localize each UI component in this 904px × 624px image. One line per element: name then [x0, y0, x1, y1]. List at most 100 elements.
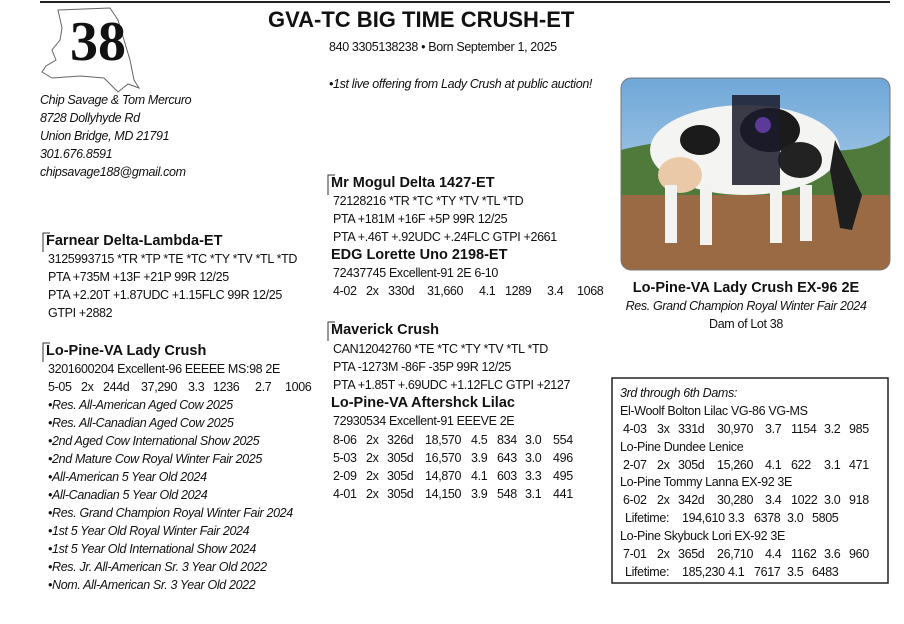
brackets	[42, 174, 335, 362]
record-field: 6-02	[623, 493, 647, 507]
record-field: 18,570	[425, 433, 462, 447]
record-field: 1236	[213, 380, 240, 394]
honor: •Res. All-Canadian Aged Cow 2025	[48, 416, 234, 430]
honor: •All-American 5 Year Old 2024	[48, 470, 207, 484]
record-field: 1162	[791, 546, 817, 561]
record-field: 194,610	[682, 511, 725, 525]
dam-line: 3201600204 Excellent-96 EEEEE MS:98 2E	[48, 362, 281, 376]
record-field: 330d	[388, 284, 415, 298]
record-field: 305d	[387, 469, 414, 483]
record-field: 960	[849, 546, 869, 561]
record-field: 6483	[812, 564, 839, 579]
dam-dam-name: Lo-Pine-VA Aftershck Lilac	[331, 395, 515, 411]
record-field: 30,280	[717, 493, 754, 507]
sire-line: 3125993715 *TR *TP *TE *TC *TY *TV *TL *…	[48, 252, 298, 266]
dam-sire-line: PTA -1273M -86F -35P 99R 12/25	[333, 360, 512, 374]
record-field: 2x	[366, 451, 379, 465]
record-field: 1068	[577, 284, 604, 298]
record-field: 548	[497, 487, 517, 501]
record-field: 365d	[678, 546, 705, 561]
record-field: 2.7	[255, 380, 272, 394]
sire-sire-line: 72128216 *TR *TC *TY *TV *TL *TD	[333, 194, 524, 208]
record-field: 4-01	[333, 487, 357, 501]
photo-caption: Dam of Lot 38	[709, 317, 783, 331]
record-field: 471	[849, 457, 869, 472]
record-field: 4.4	[765, 546, 782, 561]
sire-line: PTA +735M +13F +21P 99R 12/25	[48, 270, 229, 284]
record-field: 2-07	[623, 457, 647, 472]
record-field: 2-09	[333, 469, 357, 483]
record-field: 4.1	[479, 284, 496, 298]
honor: •All-Canadian 5 Year Old 2024	[48, 488, 208, 502]
record-field: 554	[553, 433, 573, 447]
record-field: 3.7	[765, 422, 782, 436]
record-field: 3.1	[824, 457, 841, 472]
ancestor-name: Lo-Pine Skybuck Lori EX-92 3E	[620, 528, 785, 543]
consignor-line: 301.676.8591	[40, 147, 113, 161]
dams-box	[611, 377, 889, 584]
record-field: 3.4	[765, 493, 782, 507]
record-field: 185,230	[682, 564, 725, 579]
record-field: 4.1	[471, 469, 488, 483]
record-field: 5-03	[333, 451, 357, 465]
record-field: 3.4	[547, 284, 564, 298]
record-field: 3.0	[525, 433, 542, 447]
record-field: 30,970	[717, 422, 754, 436]
record-field: 3.0	[787, 511, 804, 525]
record-field: 3.6	[824, 546, 841, 561]
record-field: 8-06	[333, 433, 357, 447]
honor: •1st 5 Year Old International Show 2024	[48, 542, 257, 556]
record-field: 14,150	[425, 487, 462, 501]
honor: •2nd Mature Cow Royal Winter Fair 2025	[48, 452, 262, 466]
record-field: 3.3	[728, 511, 745, 525]
record-field: 305d	[387, 451, 414, 465]
dam-sire-line: CAN12042760 *TE *TC *TY *TV *TL *TD	[333, 342, 548, 356]
sire-sire-line: PTA +.46T +.92UDC +.24FLC GTPI +2661	[333, 230, 557, 244]
record-field: 2x	[366, 284, 379, 298]
record-field: 14,870	[425, 469, 462, 483]
record-field: 6378	[754, 511, 781, 525]
record-field: 7617	[754, 564, 781, 579]
ancestor-name: Lo-Pine Dundee Lenice	[620, 439, 744, 454]
record-field: 643	[497, 451, 517, 465]
honor: •1st 5 Year Old Royal Winter Fair 2024	[48, 524, 250, 538]
box-heading: 3rd through 6th Dams:	[620, 386, 738, 400]
record-field: 496	[553, 451, 573, 465]
record-field: 326d	[387, 433, 414, 447]
consignor-line: 8728 Dollyhyde Rd	[40, 111, 140, 125]
record-field: 603	[497, 469, 517, 483]
record-field: 331d	[678, 422, 705, 436]
dam-dam-line: 72930534 Excellent-91 EEEVE 2E	[333, 414, 515, 428]
sire-dam-line: 72437745 Excellent-91 2E 6-10	[333, 266, 498, 280]
dam-sire-name: Maverick Crush	[331, 322, 439, 338]
record-field: 4-03	[623, 422, 647, 436]
photo-caption: Lo-Pine-VA Lady Crush EX-96 2E	[632, 280, 860, 296]
record-field: 3.9	[471, 487, 488, 501]
sire-name: Farnear Delta-Lambda-ET	[46, 233, 223, 249]
record-field: 5805	[812, 511, 839, 525]
record-field: 918	[849, 493, 869, 507]
record-field: 16,570	[425, 451, 462, 465]
photo-caption: Res. Grand Champion Royal Winter Fair 20…	[625, 299, 867, 313]
record-field: 305d	[387, 487, 414, 501]
record-field: 4.5	[471, 433, 488, 447]
lot-number: 38	[70, 11, 126, 73]
sire-line: GTPI +2882	[48, 306, 113, 320]
record-field: Lifetime:	[625, 511, 670, 525]
record-field: 305d	[678, 457, 705, 472]
record-field: 31,660	[427, 284, 464, 298]
honor: •Res. Grand Champion Royal Winter Fair 2…	[48, 506, 293, 520]
record-field: 3.9	[471, 451, 488, 465]
record-field: 3.2	[824, 422, 841, 436]
honor: •Res. Jr. All-American Sr. 3 Year Old 20…	[48, 560, 267, 574]
record-field: 3.3	[525, 469, 542, 483]
record-field: 4.1	[765, 457, 782, 472]
honor: •2nd Aged Cow International Show 2025	[48, 434, 260, 448]
state-outline	[41, 7, 141, 93]
record-field: 2x	[657, 546, 670, 561]
record-field: 37,290	[141, 380, 178, 394]
lot-title: GVA-TC BIG TIME CRUSH-ET	[268, 7, 575, 32]
consignor-line: Chip Savage & Tom Mercuro	[40, 93, 192, 107]
photo	[620, 77, 891, 271]
